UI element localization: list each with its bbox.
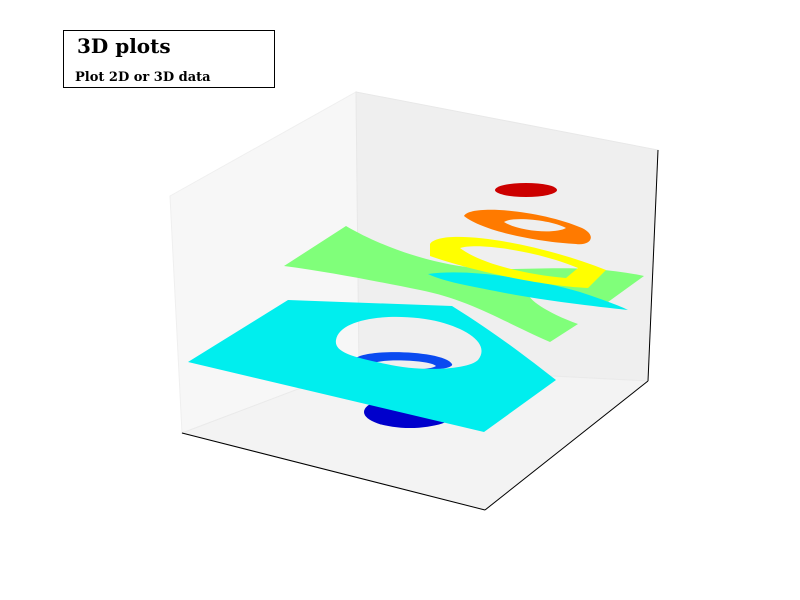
title-box: 3D plots Plot 2D or 3D data <box>63 30 275 88</box>
contour-level-6 <box>464 209 591 245</box>
back-pane <box>355 91 659 382</box>
chart-subtitle: Plot 2D or 3D data <box>75 70 211 85</box>
contour-level-2 <box>188 300 556 432</box>
contour-level-4 <box>428 272 628 310</box>
z-axis-line <box>647 149 659 382</box>
y-axis-line <box>484 380 649 511</box>
chart-title: 3D plots <box>77 34 171 58</box>
x-axis-line <box>181 432 486 511</box>
contour-level-1 <box>354 352 453 371</box>
contour-level-5 <box>430 236 606 288</box>
contour-level-7 <box>495 183 557 197</box>
